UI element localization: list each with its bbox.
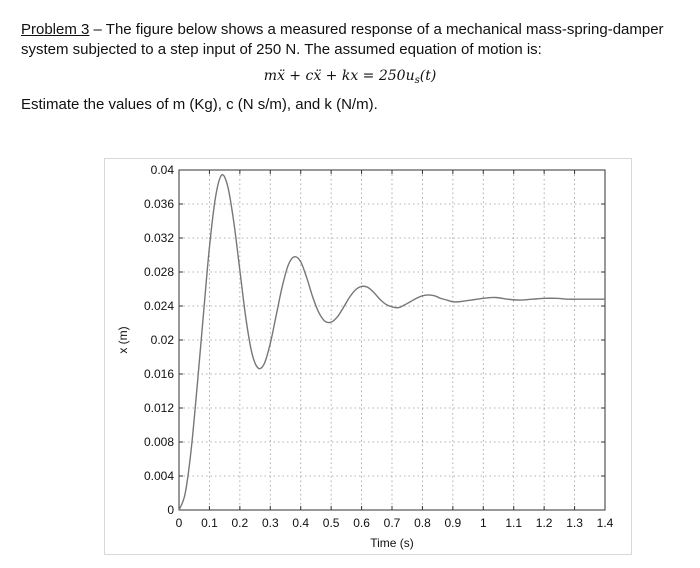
problem-description: – The figure below shows a measured resp… xyxy=(21,21,664,58)
y-tick-label: 0.028 xyxy=(144,265,174,279)
problem-statement: Problem 3 – The figure below shows a mea… xyxy=(21,20,691,60)
x-tick-label: 0.9 xyxy=(445,516,462,530)
x-axis-label: Time (s) xyxy=(370,536,414,550)
problem-label: Problem 3 xyxy=(21,21,90,38)
x-tick-label: 0.4 xyxy=(292,516,309,530)
y-tick-label: 0 xyxy=(167,503,174,517)
x-tick-label: 0.6 xyxy=(353,516,370,530)
y-tick-label: 0.024 xyxy=(144,299,174,313)
y-tick-label: 0.008 xyxy=(144,435,174,449)
x-tick-label: 1.2 xyxy=(536,516,553,530)
x-tick-label: 0.7 xyxy=(384,516,401,530)
x-tick-label: 0.8 xyxy=(414,516,431,530)
chart-frame xyxy=(104,158,632,555)
equation-end: (t) xyxy=(419,68,437,84)
y-tick-label: 0.032 xyxy=(144,231,174,245)
x-tick-label: 1 xyxy=(480,516,487,530)
x-tick-label: 0.5 xyxy=(323,516,340,530)
y-tick-label: 0.004 xyxy=(144,469,174,483)
x-tick-label: 0.1 xyxy=(201,516,218,530)
equation-of-motion: mẍ + cẍ + kx = 250us(t) xyxy=(0,68,700,86)
y-tick-label: 0.02 xyxy=(151,333,175,347)
ticks xyxy=(178,169,606,511)
x-tick-label: 0.2 xyxy=(232,516,249,530)
equation-main: mẍ + cẍ + kx = 250u xyxy=(263,68,415,84)
grid xyxy=(179,170,605,510)
y-tick-label: 0.036 xyxy=(144,197,174,211)
y-axis-label: x (m) xyxy=(116,326,130,353)
y-tick-label: 0.012 xyxy=(144,401,174,415)
x-tick-label: 0.3 xyxy=(262,516,279,530)
response-line xyxy=(178,174,605,511)
x-tick-label: 1.4 xyxy=(597,516,614,530)
x-tick-labels: 0 0.1 0.2 0.3 0.4 0.5 0.6 0.7 0.8 0.9 1 1.1 1.2 1.3 1.… xyxy=(176,516,614,530)
y-tick-label: 0.04 xyxy=(151,163,175,177)
y-tick-label: 0.016 xyxy=(144,367,174,381)
equation-subscript: s xyxy=(414,75,420,86)
x-tick-label: 1.1 xyxy=(505,516,522,530)
x-tick-label: 0 xyxy=(176,516,183,530)
question-text: Estimate the values of m (Kg), c (N s/m)… xyxy=(21,96,378,113)
y-tick-labels: 0 0.004 0.008 0.012 0.016 0.02 0.024 0.028 0.032… xyxy=(144,163,174,517)
x-tick-label: 1.3 xyxy=(566,516,583,530)
